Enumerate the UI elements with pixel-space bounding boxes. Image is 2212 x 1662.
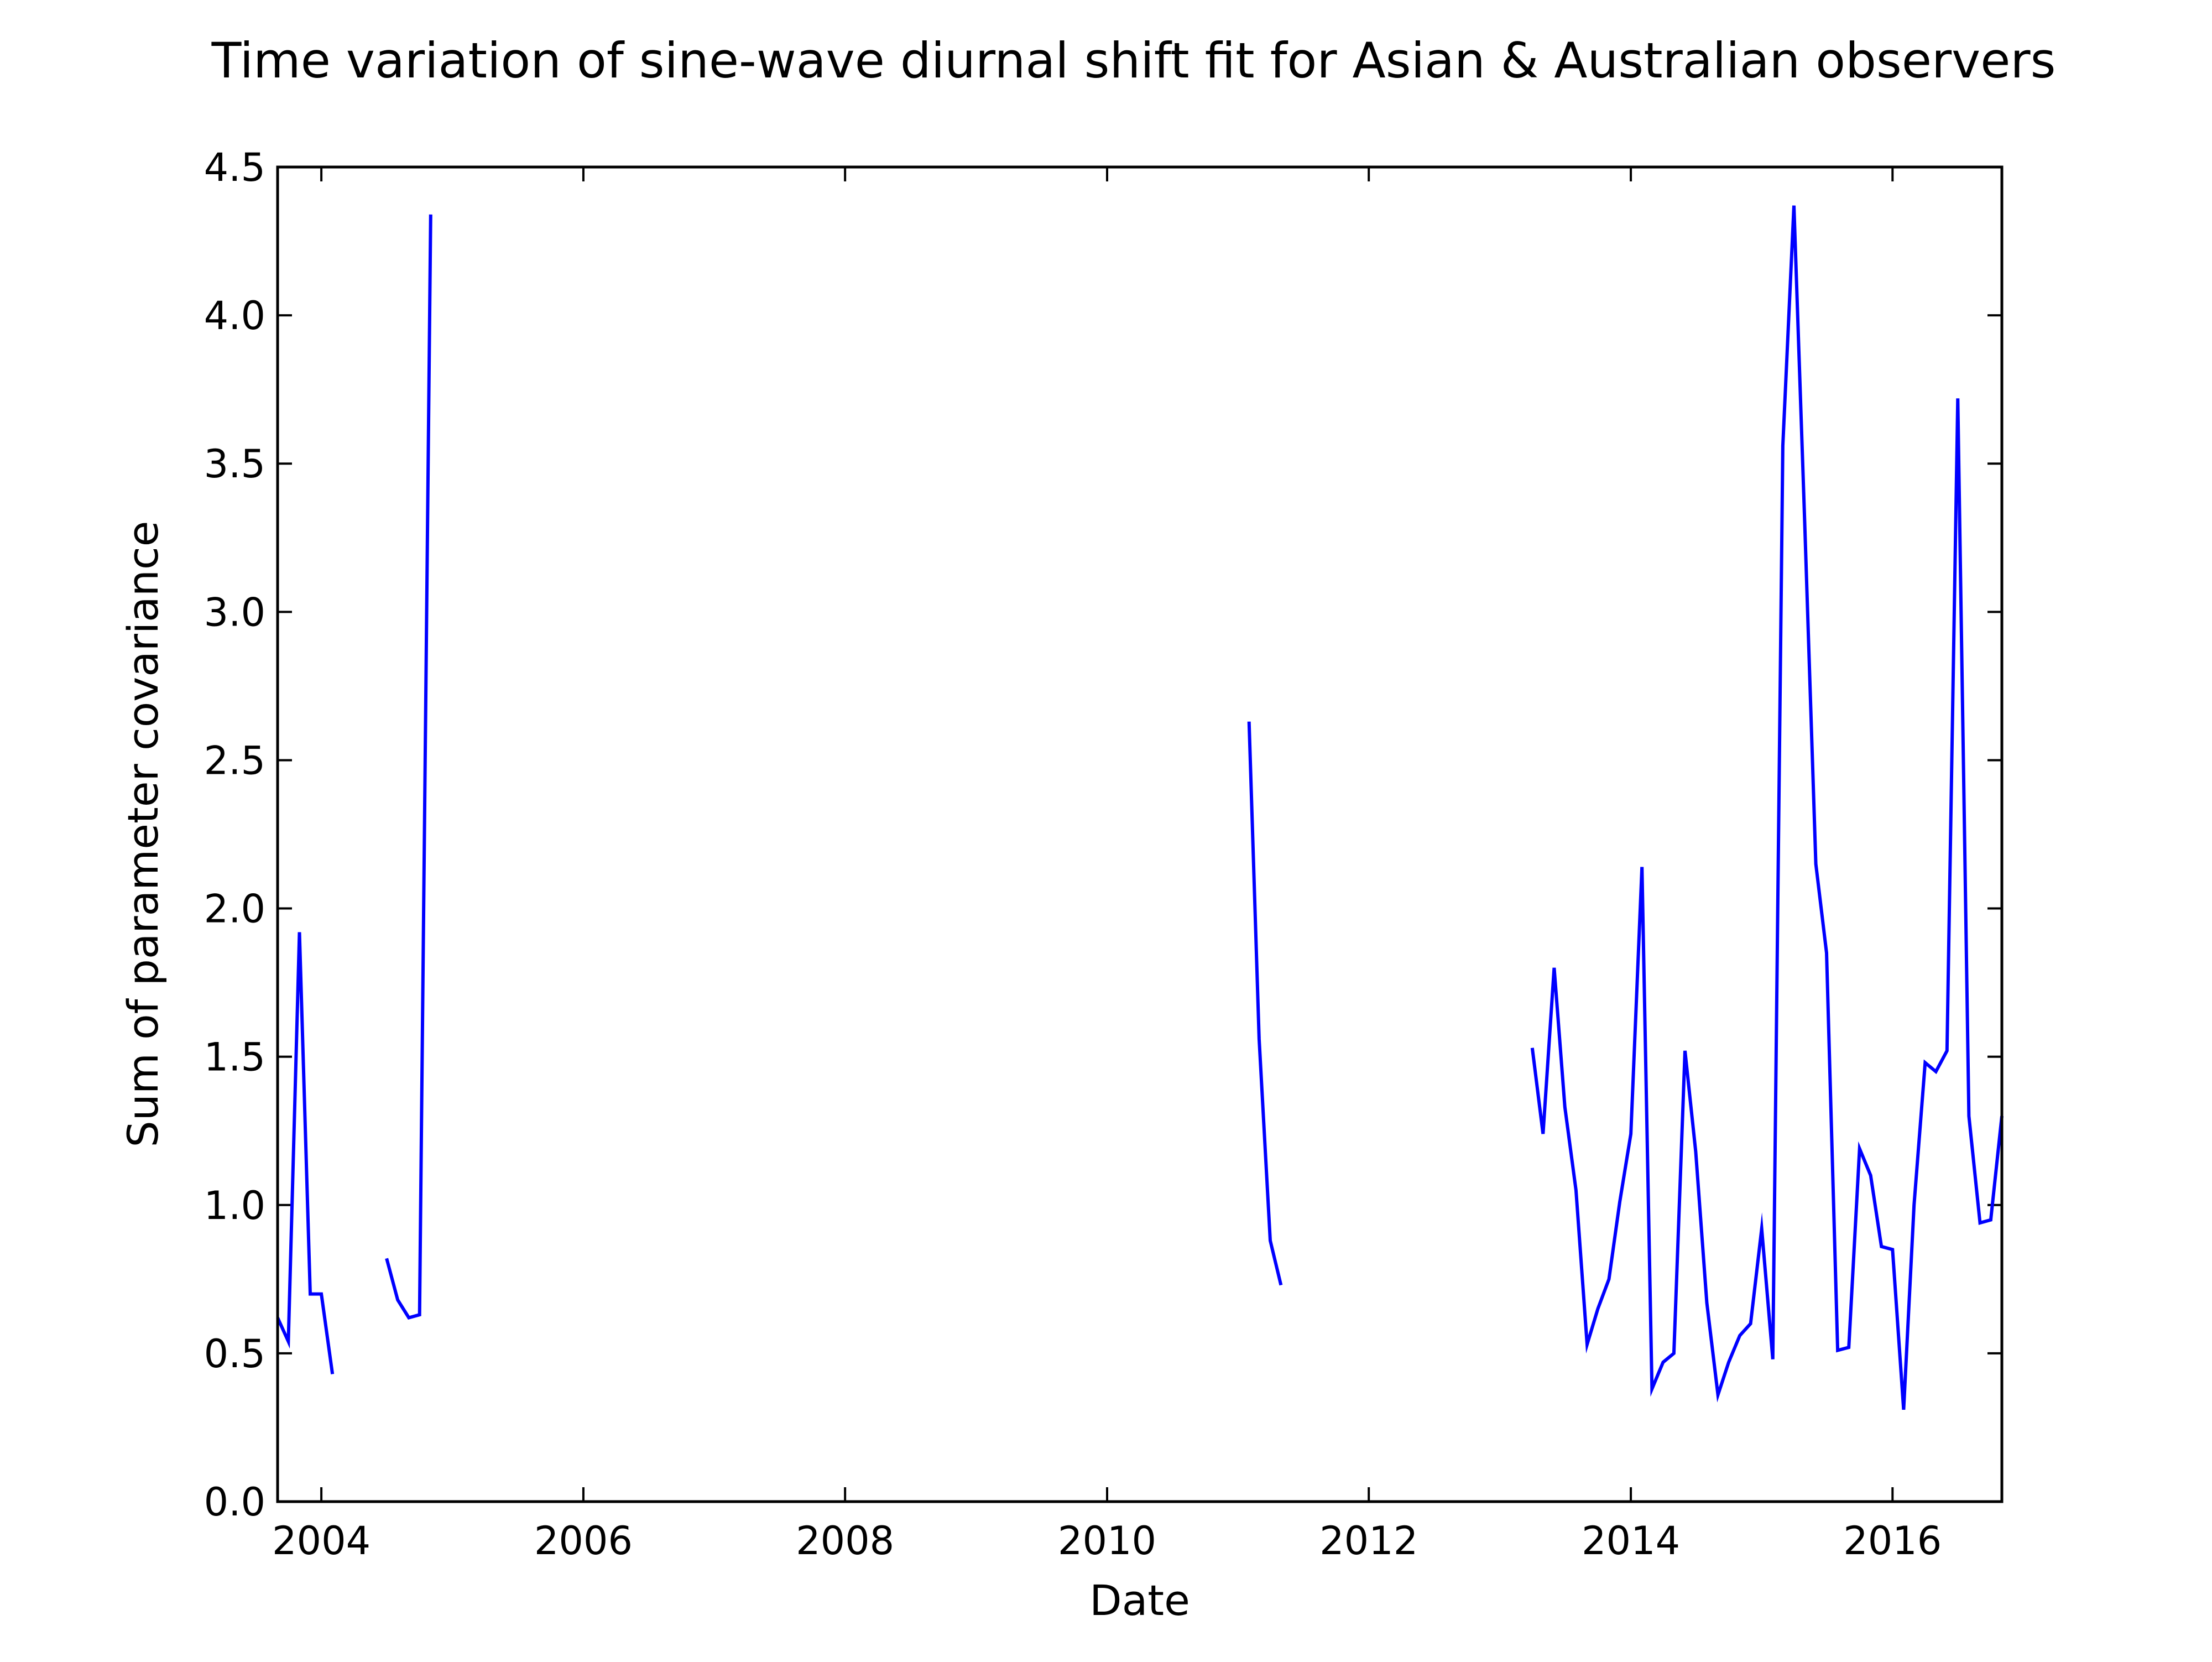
y-tick-label: 2.0 <box>204 887 265 932</box>
series-line-segment <box>385 214 432 1320</box>
y-tick-label: 4.5 <box>204 145 265 190</box>
series-layer <box>276 205 2004 1410</box>
plot-frame <box>276 165 2004 1503</box>
x-axis-label: Date <box>1089 1576 1190 1625</box>
x-tick-label: 2008 <box>796 1518 894 1564</box>
series-line-segment <box>1247 721 1283 1286</box>
x-tick-label: 2010 <box>1058 1518 1156 1564</box>
chart-title: Time variation of sine-wave diurnal shif… <box>211 32 2056 89</box>
x-tick-label: 2016 <box>1843 1518 1942 1564</box>
y-tick-label: 1.0 <box>204 1183 265 1228</box>
y-tick-label: 3.0 <box>204 590 265 635</box>
y-tick-label: 2.5 <box>204 738 265 783</box>
y-tick-label: 3.5 <box>204 441 265 487</box>
y-tick-label: 0.5 <box>204 1331 265 1377</box>
y-axis-label: Sum of parameter covariance <box>118 521 168 1148</box>
series-line-segment <box>276 932 335 1374</box>
x-tick-label: 2006 <box>534 1518 633 1564</box>
x-tick-label: 2004 <box>272 1518 371 1564</box>
y-tick-label: 4.0 <box>204 293 265 338</box>
x-tick-label: 2014 <box>1582 1518 1680 1564</box>
y-tick-label: 0.0 <box>204 1479 265 1525</box>
ticks-layer: 2004 2006 2008 2010 2012 2014 2016 0.0 0.5 1.0 1.5… <box>204 145 2002 1564</box>
x-tick-label: 2012 <box>1319 1518 1418 1564</box>
y-tick-label: 1.5 <box>204 1035 265 1080</box>
series-line-segment <box>1530 205 2004 1410</box>
